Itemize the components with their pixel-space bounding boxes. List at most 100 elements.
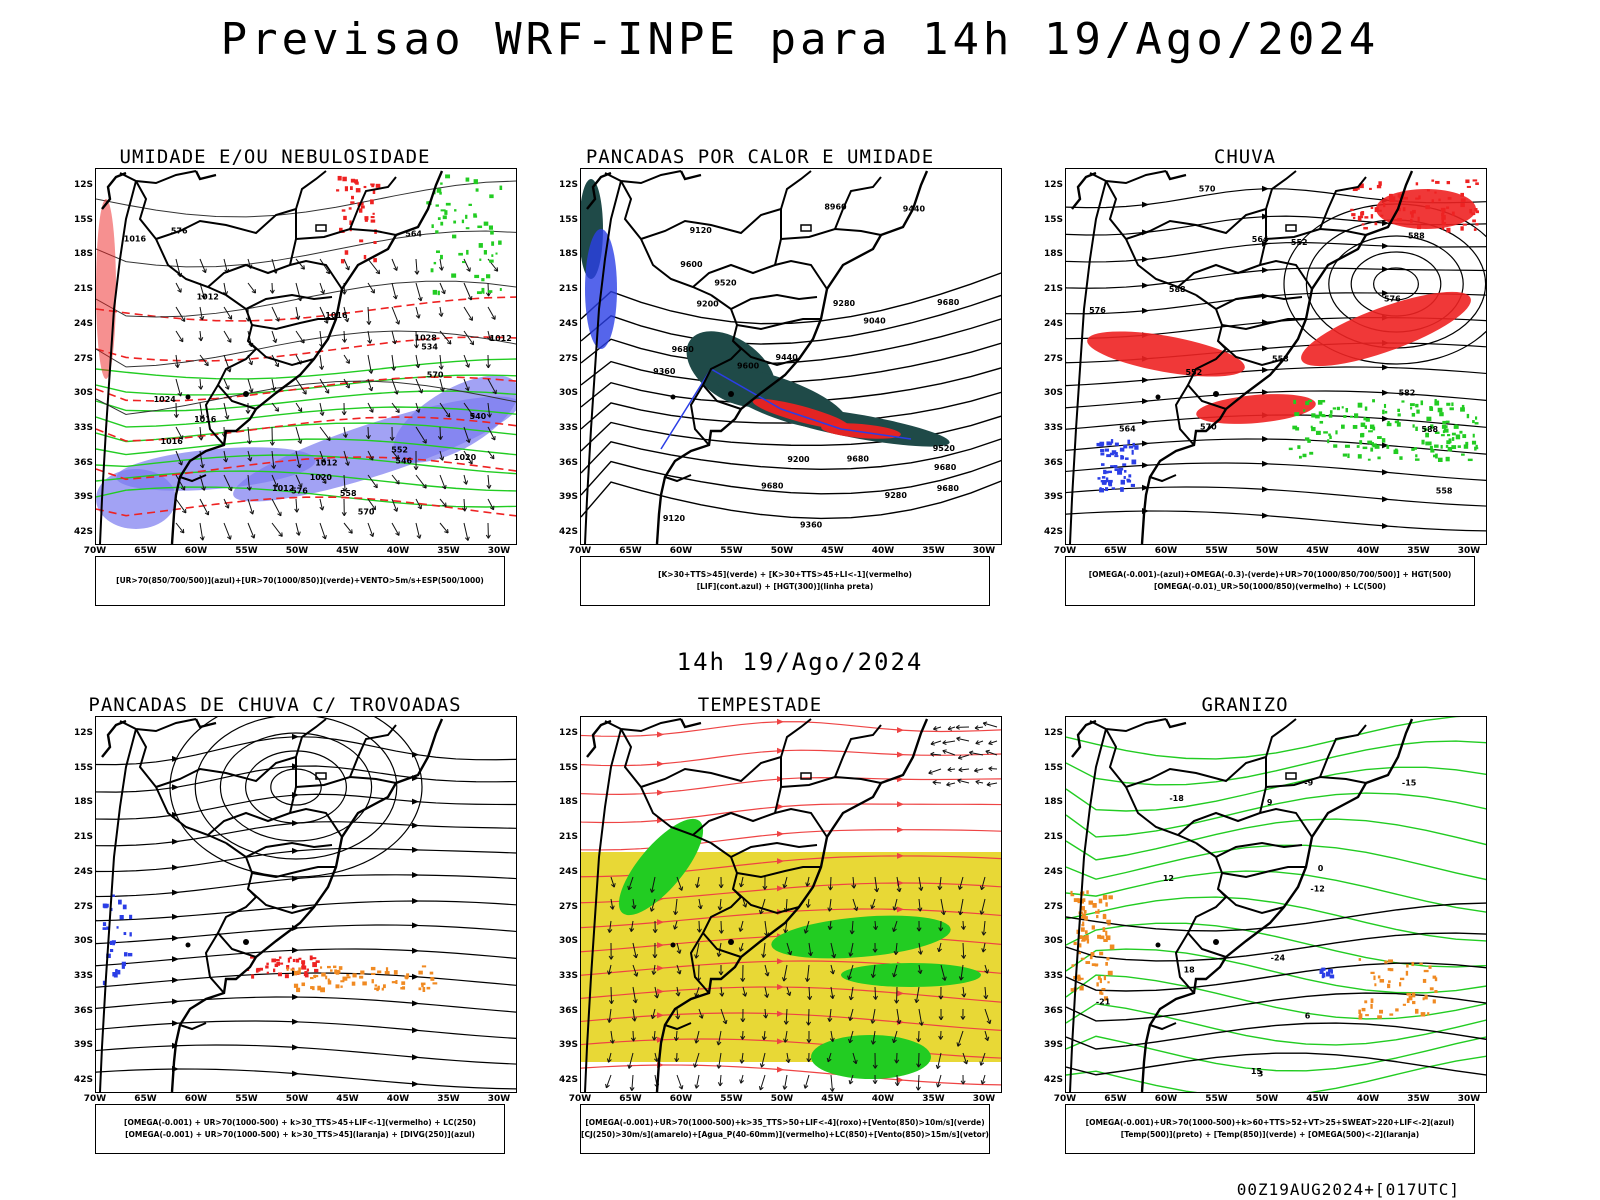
contour-label: 9680 bbox=[937, 484, 960, 493]
contour-label: 534 bbox=[421, 343, 438, 352]
panel-title: UMIDADE E/OU NEBULOSIDADE bbox=[119, 146, 431, 168]
lat-label: 27S bbox=[73, 353, 93, 364]
lon-label: 30W bbox=[1457, 1094, 1481, 1104]
lon-label: 35W bbox=[437, 546, 460, 556]
lon-label: 35W bbox=[1407, 1094, 1430, 1104]
lat-label: 39S bbox=[558, 1040, 578, 1051]
contour-label: 564 bbox=[1252, 235, 1269, 244]
wind-vectors bbox=[605, 876, 992, 1092]
lat-label: 36S bbox=[558, 1005, 578, 1016]
lat-label: 42S bbox=[1043, 1075, 1063, 1085]
contour-label: 9520 bbox=[714, 279, 737, 288]
lon-label: 40W bbox=[1356, 546, 1380, 556]
contour-label: 8960 bbox=[824, 203, 847, 212]
panel-title: CHUVA bbox=[1213, 146, 1277, 168]
contour-lines bbox=[96, 296, 516, 517]
panel-title: TEMPESTADE bbox=[697, 694, 823, 716]
wind-vectors bbox=[928, 721, 998, 787]
lat-label: 18S bbox=[73, 797, 93, 808]
contour-label: 558 bbox=[1436, 486, 1453, 495]
map-area: -12 -15 -18 -21 -24 -9 3 6 9 12 15 18 0 bbox=[1065, 716, 1487, 1093]
contour-label: 6 bbox=[1305, 1012, 1311, 1021]
contour-lines bbox=[581, 272, 1001, 520]
map-svg bbox=[581, 718, 1001, 1092]
lon-label: 30W bbox=[487, 546, 511, 556]
lon-label: 40W bbox=[386, 1094, 410, 1104]
lat-label: 33S bbox=[73, 422, 93, 433]
contour-label: -12 bbox=[1310, 885, 1324, 894]
high-pressure-rings bbox=[169, 717, 423, 878]
map-area bbox=[95, 716, 517, 1093]
contour-label: 540 bbox=[470, 412, 487, 421]
contour-label: 9680 bbox=[847, 455, 870, 464]
legend-line: [OMEGA(-0.001)+UR>70(1000-500)+k>35_TTS>… bbox=[585, 1118, 985, 1127]
lat-label: 15S bbox=[73, 214, 93, 225]
contour-label: 9280 bbox=[885, 491, 908, 500]
lon-label: 40W bbox=[1356, 1094, 1380, 1104]
lon-label: 55W bbox=[1205, 1094, 1228, 1104]
lon-label: 45W bbox=[821, 546, 844, 556]
lat-label: 30S bbox=[73, 388, 93, 399]
panel-legend: [OMEGA(-0.001)+UR>70(1000-500)+k>35_TTS>… bbox=[580, 1104, 990, 1154]
lat-label: 15S bbox=[558, 762, 578, 773]
lat-label: 27S bbox=[1043, 353, 1063, 364]
lon-label: 40W bbox=[871, 546, 895, 556]
streamlines bbox=[96, 733, 516, 1090]
contour-label: 588 bbox=[1421, 425, 1438, 434]
lon-label: 60W bbox=[184, 546, 208, 556]
contour-lines bbox=[96, 358, 516, 508]
lat-label: 15S bbox=[1043, 762, 1063, 773]
contour-label: 12 bbox=[1163, 874, 1174, 883]
lat-label: 36S bbox=[558, 457, 578, 468]
legend-line: [OMEGA(-0.001)-(azul)+OMEGA(-0.3)-(verde… bbox=[1088, 570, 1452, 579]
lat-label: 12S bbox=[1043, 180, 1063, 190]
contour-label: 0 bbox=[1318, 864, 1324, 873]
lat-label: 39S bbox=[1043, 492, 1063, 503]
lon-label: 55W bbox=[720, 546, 743, 556]
contour-label: 570 bbox=[427, 370, 444, 379]
contour-label: 558 bbox=[340, 489, 357, 498]
lat-label: 24S bbox=[1043, 318, 1063, 329]
lon-label: 65W bbox=[619, 546, 642, 556]
map-area: 1012 1012 1016 1016 1012 1016 1020 1024 1028 1012… bbox=[95, 168, 517, 545]
lon-label: 40W bbox=[386, 546, 410, 556]
lon-label: 70W bbox=[568, 546, 592, 556]
lon-label: 70W bbox=[1053, 546, 1077, 556]
contour-labels: 9680 9680 9680 9680 9680 9600 9520 9440 9360 9280… bbox=[653, 203, 960, 530]
contour-label: 576 bbox=[291, 487, 308, 496]
lat-label: 12S bbox=[558, 728, 578, 738]
contour-label: -15 bbox=[1402, 779, 1417, 788]
lat-label: 21S bbox=[1043, 284, 1063, 295]
contour-label: 576 bbox=[1384, 294, 1401, 303]
contour-label: 1016 bbox=[124, 235, 147, 244]
contour-labels: -12 -15 -18 -21 -24 -9 3 6 9 12 15 18 0 bbox=[1096, 779, 1417, 1079]
map-area bbox=[580, 716, 1002, 1093]
run-label: 00Z19AUG2024+[017UTC] bbox=[1236, 1180, 1460, 1199]
lon-label: 50W bbox=[770, 1094, 794, 1104]
streamlines bbox=[1066, 185, 1486, 532]
contour-label: -21 bbox=[1096, 998, 1111, 1007]
lat-label: 27S bbox=[558, 901, 578, 912]
contour-label: 9600 bbox=[680, 260, 703, 269]
lon-label: 70W bbox=[568, 1094, 592, 1104]
lon-label: 50W bbox=[285, 546, 309, 556]
lat-label: 42S bbox=[73, 1075, 93, 1085]
contour-label: 9120 bbox=[690, 226, 713, 235]
lon-label: 60W bbox=[1154, 1094, 1178, 1104]
contour-label: 564 bbox=[405, 230, 422, 239]
contour-label: 1024 bbox=[154, 395, 177, 404]
lon-label: 65W bbox=[134, 1094, 157, 1104]
lon-label: 65W bbox=[134, 546, 157, 556]
lat-label: 24S bbox=[73, 318, 93, 329]
contour-label: -24 bbox=[1271, 953, 1286, 962]
contour-label: 9360 bbox=[653, 367, 676, 376]
contour-lines bbox=[1066, 717, 1486, 1092]
contour-label: 3 bbox=[1258, 1070, 1264, 1079]
lat-label: 24S bbox=[73, 866, 93, 877]
lon-label: 50W bbox=[770, 546, 794, 556]
lat-label: 15S bbox=[73, 762, 93, 773]
lon-label: 30W bbox=[972, 546, 996, 556]
contour-label: 570 bbox=[1200, 423, 1217, 432]
contour-label: 9440 bbox=[776, 353, 799, 362]
contour-label: 1016 bbox=[161, 437, 184, 446]
